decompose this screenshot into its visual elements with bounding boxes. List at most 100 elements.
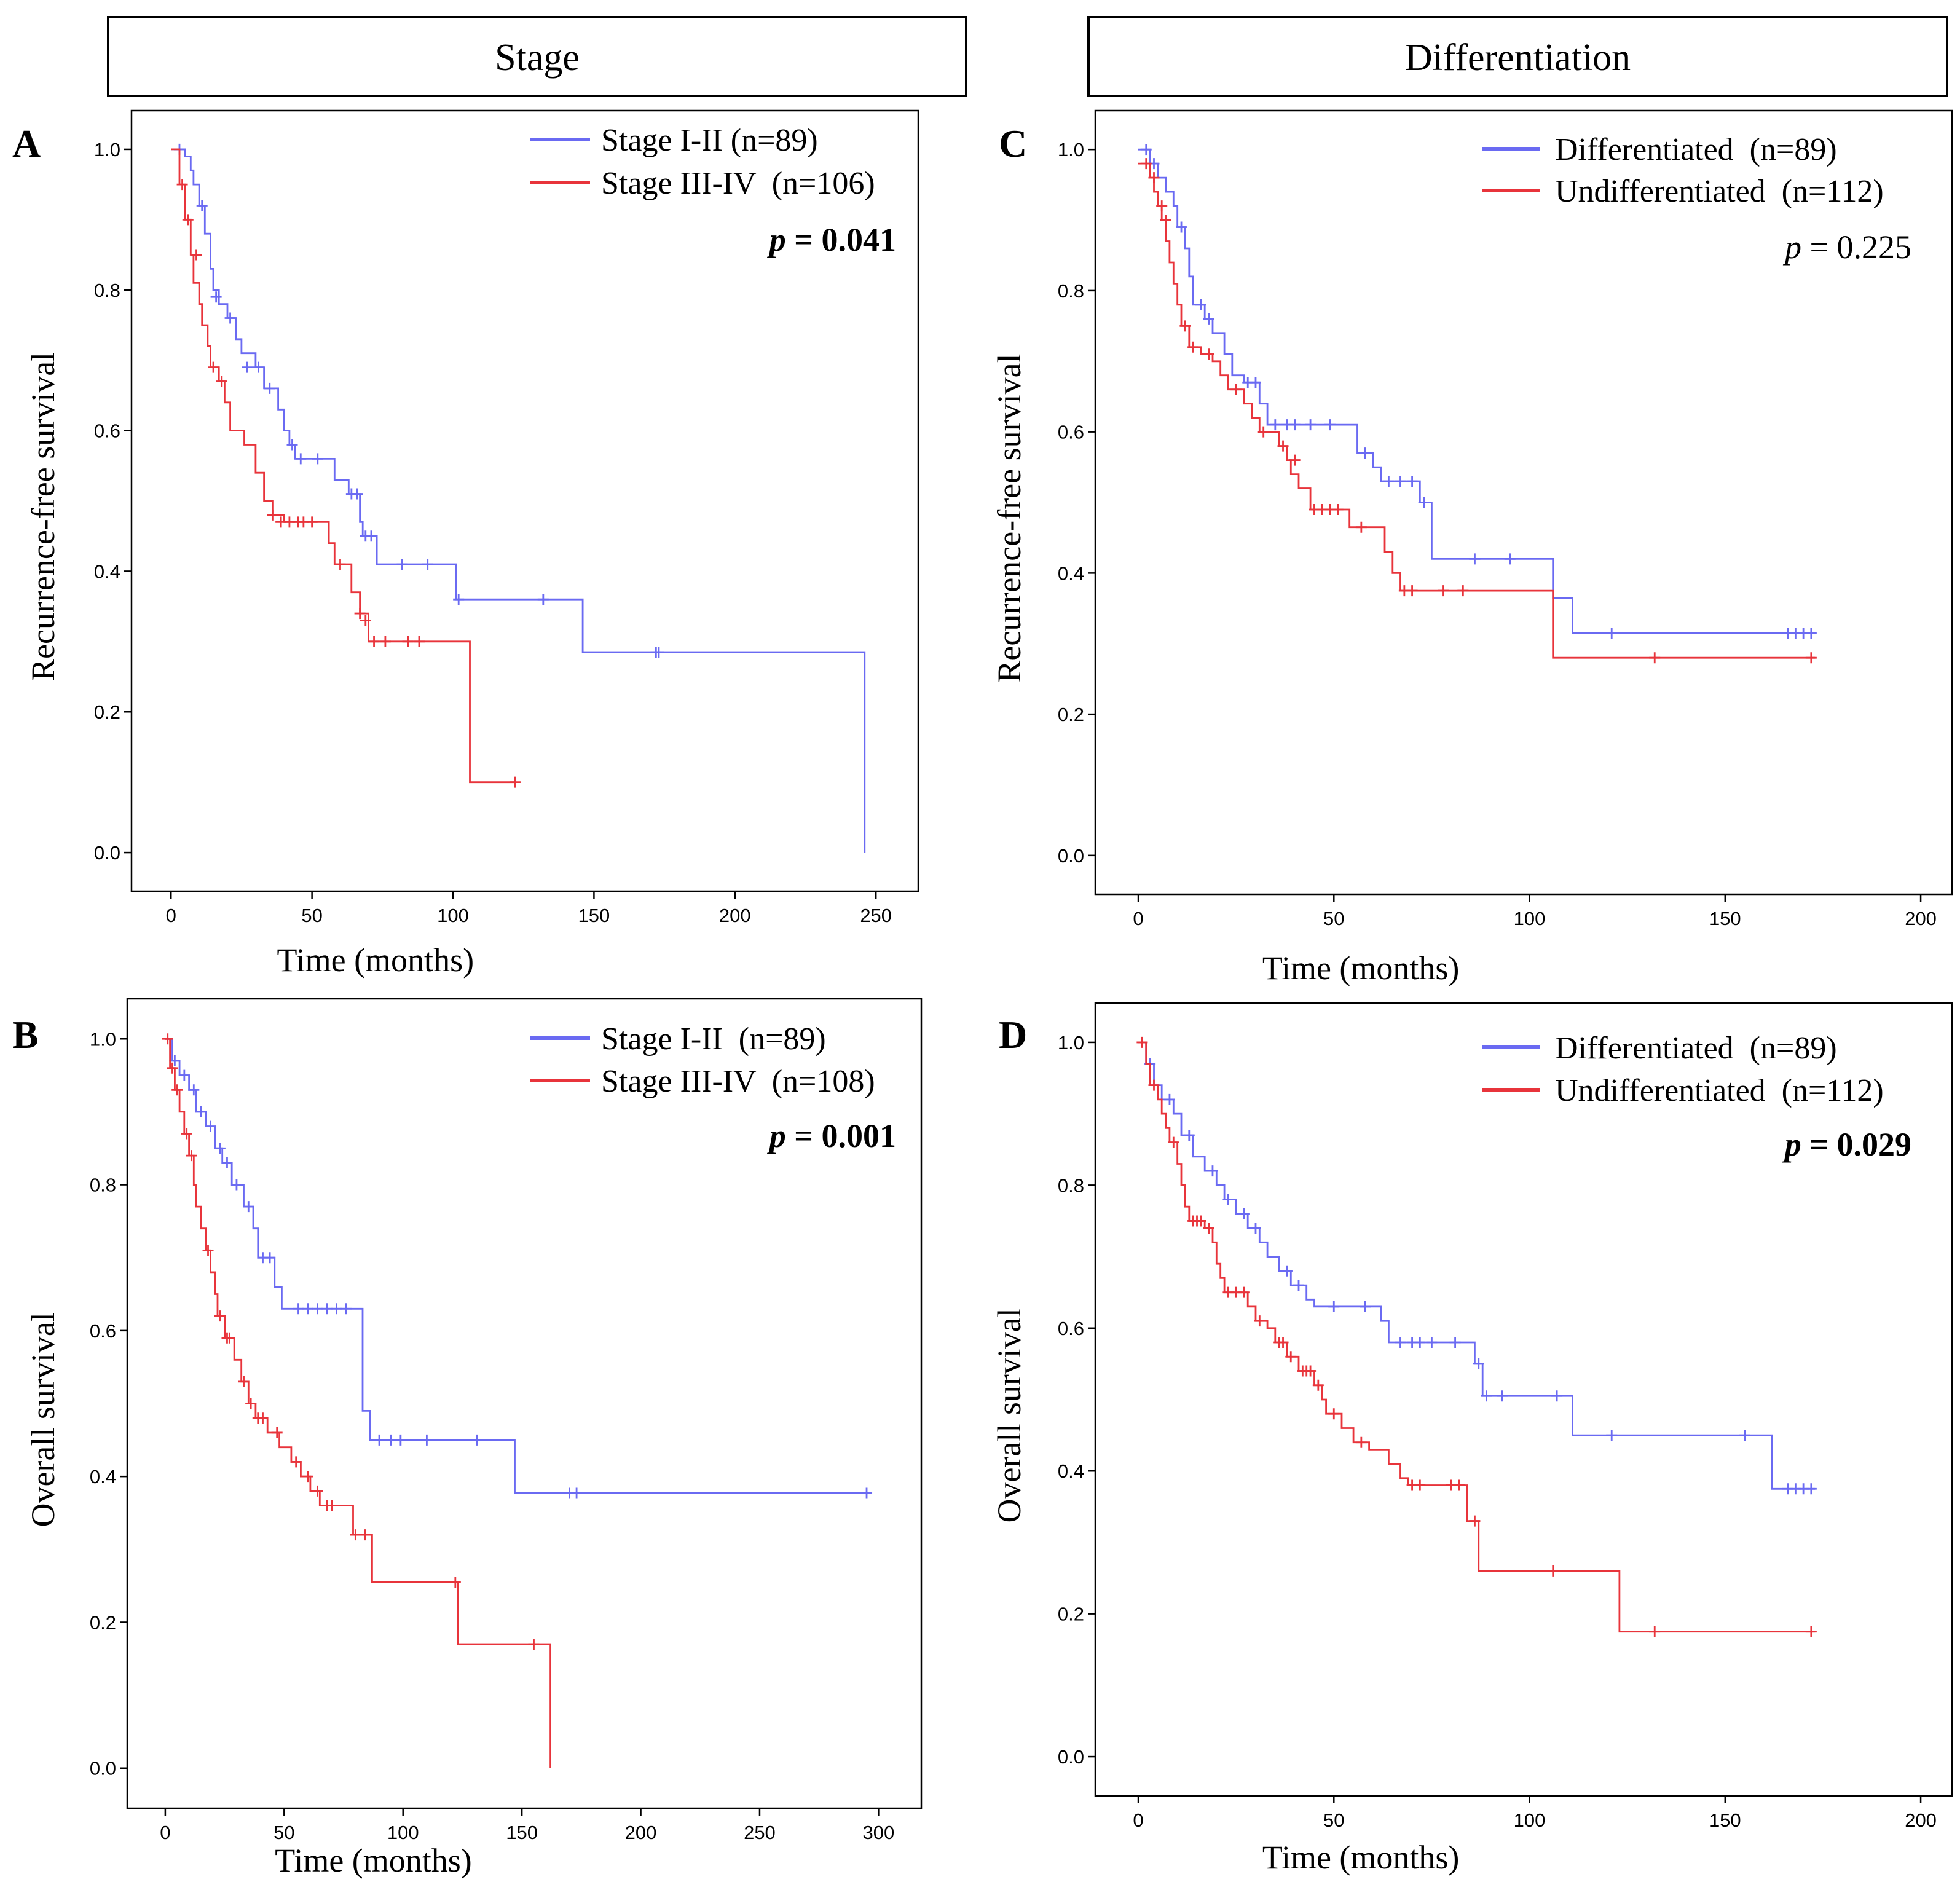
y-tick-label: 0.6 (90, 1320, 116, 1342)
panel-d: D 0.0 0.2 0.4 0.6 0.8 1.0 0 50 100 150 200 Time (mon… (991, 1002, 1953, 1876)
censor-mark (1187, 341, 1199, 353)
series-0 (1138, 1041, 1817, 1495)
censor-mark (413, 636, 425, 647)
series-0 (171, 143, 866, 853)
censor-mark (1739, 1430, 1750, 1441)
censor-mark (1469, 553, 1481, 565)
censor-mark (312, 1303, 323, 1315)
censor-mark (1481, 1390, 1492, 1402)
censor-mark (208, 361, 219, 373)
censor-mark (1148, 1079, 1160, 1091)
censor-mark (302, 1471, 313, 1483)
survival-curve (171, 148, 515, 784)
censor-mark (1649, 1626, 1661, 1637)
x-axis-label: Time (months) (275, 1842, 472, 1879)
censor-mark (286, 439, 298, 451)
censor-mark (264, 382, 275, 394)
x-tick-label: 0 (1133, 908, 1143, 929)
censor-mark (202, 1245, 214, 1256)
censor-mark (216, 376, 227, 387)
x-axis-label: Time (months) (1262, 950, 1460, 986)
y-tick-label: 0.4 (1058, 1460, 1084, 1482)
censor-mark (1606, 1430, 1618, 1441)
survival-curve (1138, 148, 1816, 634)
censor-mark (1168, 1136, 1179, 1148)
censor-mark (1136, 1036, 1148, 1048)
censor-mark (295, 453, 307, 465)
censor-mark (1457, 585, 1469, 597)
header-box-1 (1087, 16, 1948, 97)
censor-mark (1414, 1479, 1426, 1491)
censor-mark (1496, 1390, 1508, 1402)
y-tick-label: 0.8 (1058, 280, 1084, 302)
y-axis-label: Recurrence-free survival (991, 353, 1028, 682)
panel-letter: D (999, 1013, 1027, 1057)
censor-mark (861, 1487, 873, 1499)
plot-frame (1094, 1002, 1953, 1797)
censor-mark (509, 776, 521, 788)
series-1 (162, 1033, 551, 1768)
column-header: Stage (495, 37, 580, 79)
censor-mark (1176, 221, 1187, 233)
x-tick-label: 200 (1905, 908, 1937, 929)
plot-frame (1094, 109, 1953, 896)
censor-mark (264, 1252, 276, 1264)
censor-mark (230, 1179, 242, 1191)
p-value-symbol: p (767, 1117, 786, 1154)
censor-mark (176, 179, 188, 191)
censor-mark (169, 1055, 181, 1066)
censor-mark (1183, 1130, 1195, 1141)
plot-frame (126, 998, 923, 1809)
y-tick-label: 0.8 (90, 1175, 116, 1196)
censor-mark (1160, 215, 1171, 226)
censor-mark (1551, 1390, 1563, 1402)
censor-mark (1250, 1223, 1261, 1234)
censor-mark (1289, 454, 1301, 466)
y-tick-label: 1.0 (1058, 139, 1084, 160)
y-tick-label: 1.0 (94, 139, 120, 160)
censor-mark (1418, 497, 1430, 508)
censor-mark (340, 1303, 352, 1315)
censor-mark (453, 594, 465, 605)
censor-mark (1547, 1565, 1559, 1577)
censor-mark (214, 1310, 226, 1322)
x-tick-label: 0 (1133, 1809, 1143, 1831)
x-tick-label: 0 (160, 1822, 170, 1843)
x-tick-label: 50 (1323, 908, 1344, 929)
censor-mark (1289, 419, 1301, 431)
x-tick-label: 200 (1905, 1809, 1937, 1831)
censor-mark (1328, 1408, 1340, 1420)
censor-mark (471, 1434, 482, 1446)
y-tick-label: 0.8 (94, 280, 120, 301)
censor-mark (1355, 521, 1367, 533)
censor-mark (293, 1303, 304, 1315)
legend-label: Stage III-IV (n=106) (601, 166, 875, 201)
censor-mark (395, 1434, 406, 1446)
censor-mark (306, 516, 318, 528)
p-value-symbol: p (767, 221, 786, 258)
censor-mark (214, 1143, 226, 1154)
censor-mark (1293, 1280, 1304, 1291)
censor-mark (1179, 320, 1191, 332)
censor-mark (396, 558, 408, 570)
x-tick-label: 300 (863, 1822, 895, 1843)
censor-mark (253, 361, 264, 373)
censor-mark (1257, 426, 1269, 438)
censor-mark (402, 636, 414, 647)
censor-mark (1453, 1479, 1465, 1491)
censor-mark (188, 1084, 200, 1096)
y-tick-label: 0.2 (1058, 704, 1084, 725)
censor-mark (1140, 158, 1152, 170)
x-tick-label: 150 (578, 905, 610, 926)
x-tick-label: 100 (1514, 908, 1546, 929)
legend-label: Undifferentiated (n=112) (1555, 174, 1884, 209)
y-tick-label: 0.6 (1058, 1318, 1084, 1339)
censor-mark (1195, 299, 1206, 310)
censor-mark (1473, 1358, 1484, 1369)
censor-mark (1383, 476, 1395, 487)
censor-mark (1332, 503, 1344, 515)
censor-mark (537, 594, 549, 605)
censor-mark (374, 1434, 385, 1446)
censor-mark (221, 1157, 233, 1168)
